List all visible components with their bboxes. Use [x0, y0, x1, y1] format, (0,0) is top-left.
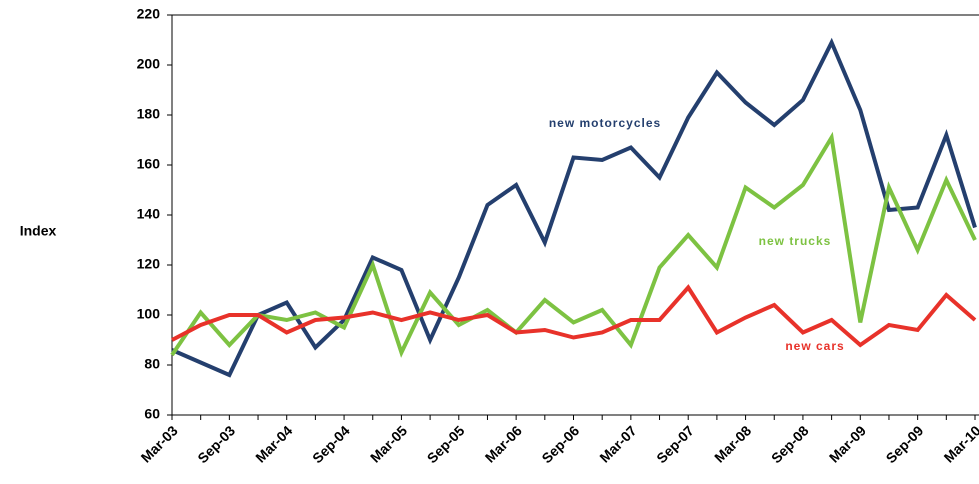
x-tick-label: Sep-07	[653, 422, 697, 466]
x-tick-label: Sep-09	[883, 422, 927, 466]
x-tick-label: Mar-10	[941, 422, 979, 465]
x-tick-label: Sep-08	[768, 422, 812, 466]
x-tick-label: Mar-04	[252, 422, 295, 465]
series-label: new cars	[785, 339, 844, 353]
y-tick-label: 140	[137, 206, 161, 222]
y-tick-label: 120	[137, 256, 161, 272]
x-tick-label: Sep-03	[194, 422, 238, 466]
y-axis-title: Index	[20, 223, 57, 239]
y-tick-label: 200	[137, 56, 161, 72]
x-tick-label: Mar-06	[482, 422, 525, 465]
y-tick-label: 220	[137, 6, 161, 22]
x-tick-label: Mar-07	[596, 422, 639, 465]
y-tick-label: 100	[137, 306, 161, 322]
y-tick-label: 160	[137, 156, 161, 172]
y-tick-label: 180	[137, 106, 161, 122]
y-tick-label: 80	[144, 356, 160, 372]
series-line	[170, 131, 977, 358]
x-tick-label: Mar-08	[711, 422, 754, 465]
series-label: new trucks	[759, 234, 832, 248]
series-line	[171, 37, 977, 378]
x-tick-label: Mar-05	[367, 422, 410, 465]
series-label: new motorcycles	[549, 116, 661, 130]
y-tick-label: 60	[144, 406, 160, 422]
x-tick-label: Sep-04	[309, 422, 353, 466]
series-line	[171, 284, 977, 348]
x-tick-label: Mar-09	[826, 422, 869, 465]
x-tick-label: Sep-05	[424, 422, 468, 466]
x-tick-label: Mar-03	[138, 422, 181, 465]
x-tick-label: Sep-06	[538, 422, 582, 466]
